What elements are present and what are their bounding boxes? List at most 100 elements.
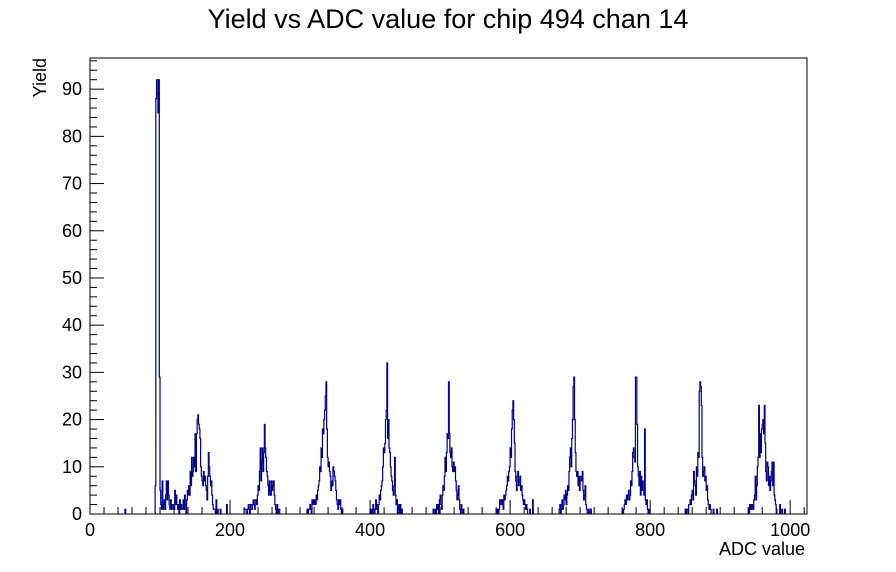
histogram-bin [196,472,197,514]
histogram-bin [753,509,754,514]
x-tick-label: 400 [355,520,385,540]
histogram-bin [332,486,333,514]
histogram-bin [339,505,340,514]
histogram-bin [448,438,449,514]
histogram-bin [315,505,316,514]
histogram-bin [309,509,310,514]
histogram-bin [199,429,200,514]
histogram-bin [388,438,389,514]
histogram-bin [325,410,326,514]
histogram-bin [582,481,583,514]
histogram-bin [519,486,520,514]
histogram-bin [526,509,527,514]
histogram-bin [199,424,200,514]
histogram-bin [565,500,566,514]
histogram-bin [500,505,501,514]
histogram-bin [502,505,503,514]
histogram-bin [157,80,158,514]
histogram-bin [180,509,181,514]
histogram-bin [182,509,183,514]
histogram-bin [689,505,690,514]
histogram-bin [629,500,630,514]
histogram-bin [263,472,264,514]
y-tick-label: 60 [62,221,82,241]
histogram-bin [252,509,253,514]
histogram-bin [210,486,211,514]
histogram-bin [391,476,392,514]
y-tick-label: 70 [62,174,82,194]
histogram-bin [158,113,159,514]
x-tick-label: 1000 [770,520,810,540]
histogram-bin [437,509,438,514]
y-tick-label: 0 [72,504,82,524]
histogram-bin [693,500,694,514]
histogram-bin [631,486,632,514]
histogram-bin [764,434,765,514]
x-tick-label: 0 [85,520,95,540]
histogram-bin [396,505,397,514]
y-tick-label: 50 [62,268,82,288]
y-tick-label: 80 [62,126,82,146]
tick-labels: 0 10 20 30 40 50 60 70 80 90 0 200 400 600 800 1000 [62,79,810,540]
histogram-bin [331,490,332,514]
histogram-bin [453,472,454,514]
histogram-bin [334,472,335,514]
histogram-bin [261,481,262,514]
histogram-bin [697,476,698,514]
histogram-bin [696,495,697,514]
histogram-bin [762,424,763,514]
histogram-bin [578,486,579,514]
histogram-bin [761,453,762,514]
histogram-bin [322,457,323,514]
histogram-bin [163,509,164,514]
histogram-bin [191,486,192,514]
histogram-bin [634,457,635,514]
histogram-bin [328,467,329,514]
histogram-bin [521,490,522,514]
histogram-bin [384,453,385,514]
y-tick-label: 40 [62,315,82,335]
histogram-bin [703,476,704,514]
y-tick-label: 10 [62,457,82,477]
histogram-bin [192,476,193,514]
histogram-bin [198,415,199,514]
histogram-bin [255,509,256,514]
histogram-bin [193,472,194,514]
histogram-bin [450,453,451,514]
histogram-bin [571,467,572,514]
histogram-bin [175,505,176,514]
histogram-bin [768,486,769,514]
histogram-bin [266,472,267,514]
y-tick-label: 30 [62,362,82,382]
histogram-bin [691,505,692,514]
histogram-bin [313,505,314,514]
histogram-bin [451,457,452,514]
histogram-bin [508,481,509,514]
histogram-bin [503,509,504,514]
histogram-bin [698,457,699,514]
histogram-bin [640,495,641,514]
histogram-bin [446,472,447,514]
histogram-bin [577,476,578,514]
histogram-bin [457,500,458,514]
histogram-bin [703,472,704,514]
histogram-bin [709,509,710,514]
histogram-bin [563,509,564,514]
histogram-bin [627,500,628,514]
y-axis-label: Yield [30,58,50,97]
histogram-bin [581,476,582,514]
x-tick-label: 600 [495,520,525,540]
histogram-bin [165,509,166,514]
histogram-bin [705,481,706,514]
histogram-bin [700,382,701,514]
histogram-bin [161,509,162,514]
histogram-bin [323,434,324,514]
histogram-bin [376,509,377,514]
histogram-bin [182,509,183,514]
histogram-bin [584,500,585,514]
histogram-bin [385,443,386,514]
histogram-bin [214,509,215,514]
histogram-bin [257,505,258,514]
histogram-bin [380,500,381,514]
